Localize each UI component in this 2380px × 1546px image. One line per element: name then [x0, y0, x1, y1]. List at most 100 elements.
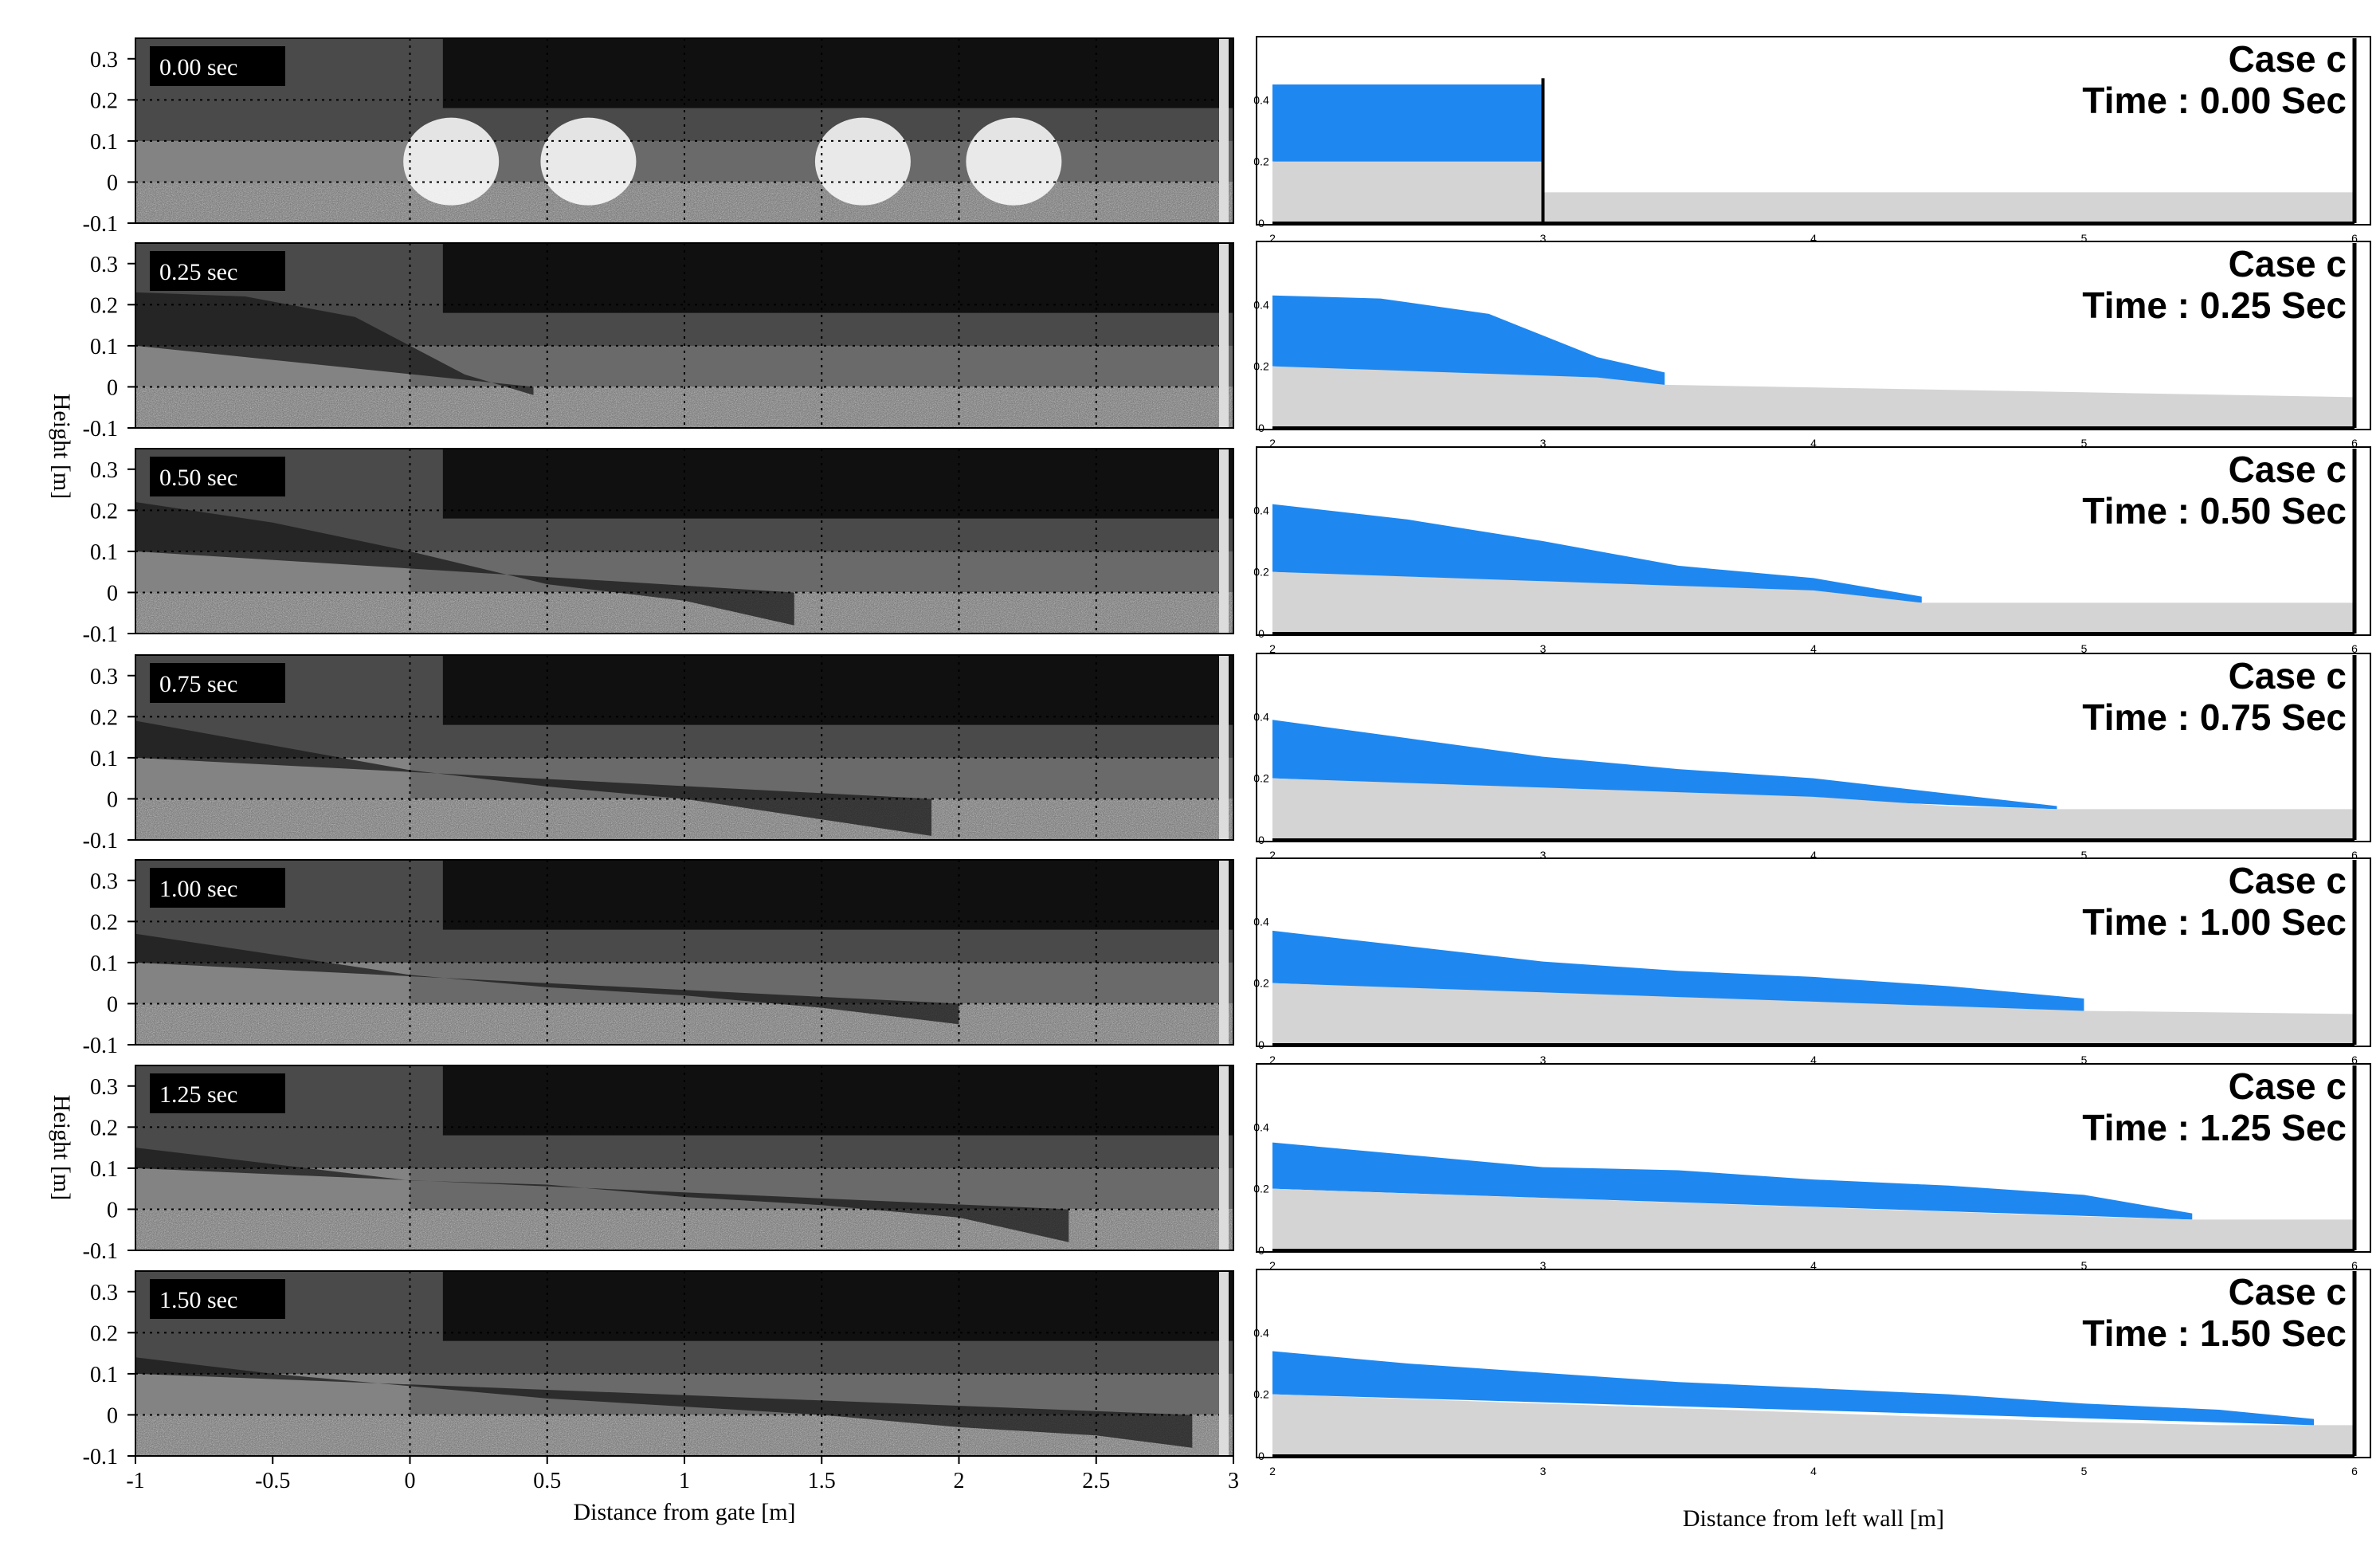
x-tick-label: 1	[679, 1469, 690, 1493]
photo-frame-1: 0.25 sec 0.3 0.2 0.1 0 -0.1	[83, 242, 1234, 441]
sim-y-tick: 0	[1258, 1244, 1264, 1257]
sim-y-tick: 0.2	[1253, 155, 1269, 168]
time-label-box	[150, 46, 285, 86]
sim-x-tick: 5	[2081, 1054, 2088, 1066]
photo-sand-bed	[135, 386, 1233, 428]
y-tick-label: 0	[107, 787, 118, 812]
y-tick-label: -0.1	[83, 1034, 118, 1058]
time-label-4: 1.00 sec	[159, 876, 237, 902]
x-tick-label: 2	[954, 1469, 965, 1493]
photo-water-flow	[135, 502, 794, 626]
photo-sand-bed	[135, 799, 1233, 840]
y-tick-label: 0.3	[90, 1075, 118, 1100]
y-tick-label: 0.2	[90, 1321, 118, 1346]
y-tick-label: 0	[107, 581, 118, 606]
sim-x-tick: 2	[1269, 642, 1276, 655]
sim-x-tick: 4	[1810, 1259, 1817, 1272]
sim-x-tick: 3	[1540, 437, 1547, 449]
sim-x-tick: 4	[1810, 1054, 1817, 1066]
sim-case-label: Case c	[2229, 243, 2347, 284]
y-tick-label: 0	[107, 375, 118, 400]
photo-light-3	[966, 117, 1062, 206]
photo-border	[135, 859, 1234, 1046]
photo-black-mask	[442, 449, 1233, 519]
sim-x-tick: 4	[1810, 437, 1817, 449]
sim-time-label-3: Time : 0.75 Sec	[2082, 696, 2347, 738]
y-tick-label: 0.1	[90, 335, 118, 359]
sim-sand	[1272, 1394, 2355, 1456]
time-label-1: 0.25 sec	[159, 259, 237, 285]
sim-y-tick: 0	[1258, 1450, 1264, 1462]
sim-y-tick: 0.2	[1253, 1183, 1269, 1195]
sim-time-label-4: Time : 1.00 Sec	[2082, 901, 2347, 943]
y-tick-label: 0	[107, 992, 118, 1017]
y-tick-label: 0.1	[90, 540, 118, 565]
y-tick-label: 0.3	[90, 253, 118, 277]
photo-water-flow	[135, 1357, 1193, 1448]
sim-y-tick: 0.2	[1253, 772, 1269, 785]
y-tick-label: 0.2	[90, 88, 118, 113]
photo-right-wall	[1219, 1271, 1229, 1456]
sim-time-label-0: Time : 0.00 Sec	[2082, 80, 2347, 121]
sim-water	[1272, 1351, 2315, 1426]
sim-y-tick: 0	[1258, 627, 1264, 640]
photo-right-wall	[1219, 38, 1229, 223]
sim-sand	[1272, 778, 2355, 840]
photo-black-mask	[442, 860, 1233, 930]
photo-right-wall	[1219, 243, 1229, 428]
right-x-axis-label: Distance from left wall [m]	[1683, 1505, 1944, 1532]
y-tick-label: 0.3	[90, 458, 118, 483]
x-tick-label: 1.5	[808, 1469, 836, 1493]
sim-water	[1272, 930, 2084, 1014]
photo-light-2	[814, 117, 911, 206]
y-tick-label: 0.3	[90, 869, 118, 894]
sim-x-tick: 3	[1540, 1465, 1547, 1477]
sim-y-tick: 0	[1258, 834, 1264, 846]
sim-y-tick: 0	[1258, 422, 1264, 434]
sim-x-tick: 2	[1269, 1054, 1276, 1066]
y-tick-label: 0.1	[90, 130, 118, 155]
y-tick-label: -0.1	[83, 1239, 118, 1264]
photo-right-wall	[1219, 860, 1229, 1045]
y-tick-label: 0.2	[90, 499, 118, 524]
photo-border	[135, 654, 1234, 841]
photo-light-1	[540, 117, 637, 206]
time-label-box	[150, 1279, 285, 1319]
sim-y-tick: 0.2	[1253, 566, 1269, 579]
sim-y-tick: 0.4	[1253, 710, 1269, 723]
photo-border	[135, 242, 1234, 429]
sim-y-tick: 0.2	[1253, 1388, 1269, 1401]
sim-case-label: Case c	[2229, 1065, 2347, 1107]
sim-x-tick: 3	[1540, 232, 1547, 245]
y-tick-label: 0	[107, 1403, 118, 1428]
y-tick-label: 0.2	[90, 293, 118, 318]
photo-frame-0: 0.00 sec 0.3 0.2 0.1 0 -0.1	[83, 37, 1234, 237]
photo-black-mask	[442, 1065, 1233, 1136]
sim-y-tick: 0.4	[1253, 915, 1269, 928]
sim-y-tick: 0.4	[1253, 1120, 1269, 1133]
y-tick-label: 0.3	[90, 1281, 118, 1305]
y-tick-label: 0.1	[90, 747, 118, 771]
x-tick-label: 0.5	[533, 1469, 561, 1493]
y-tick-label: 0	[107, 171, 118, 195]
photo-sand-bed	[135, 182, 1233, 223]
photo-upstream-bed	[135, 140, 410, 182]
x-tick-label: 3	[1228, 1469, 1239, 1493]
y-tick-label: -0.1	[83, 829, 118, 853]
sim-y-tick: 0.4	[1253, 298, 1269, 311]
sim-sand	[1272, 1188, 2355, 1250]
y-tick-label: 0.2	[90, 1116, 118, 1140]
sim-x-tick: 3	[1540, 1054, 1547, 1066]
sim-x-tick: 6	[2351, 232, 2358, 245]
sim-x-tick: 4	[1810, 849, 1817, 861]
photo-upstream-bed	[135, 1167, 410, 1210]
y-tick-label: -0.1	[83, 212, 118, 237]
sim-y-tick: 0	[1258, 217, 1264, 230]
sim-case-label: Case c	[2229, 38, 2347, 80]
sim-x-tick: 6	[2351, 1465, 2358, 1477]
sim-x-tick: 6	[2351, 437, 2358, 449]
